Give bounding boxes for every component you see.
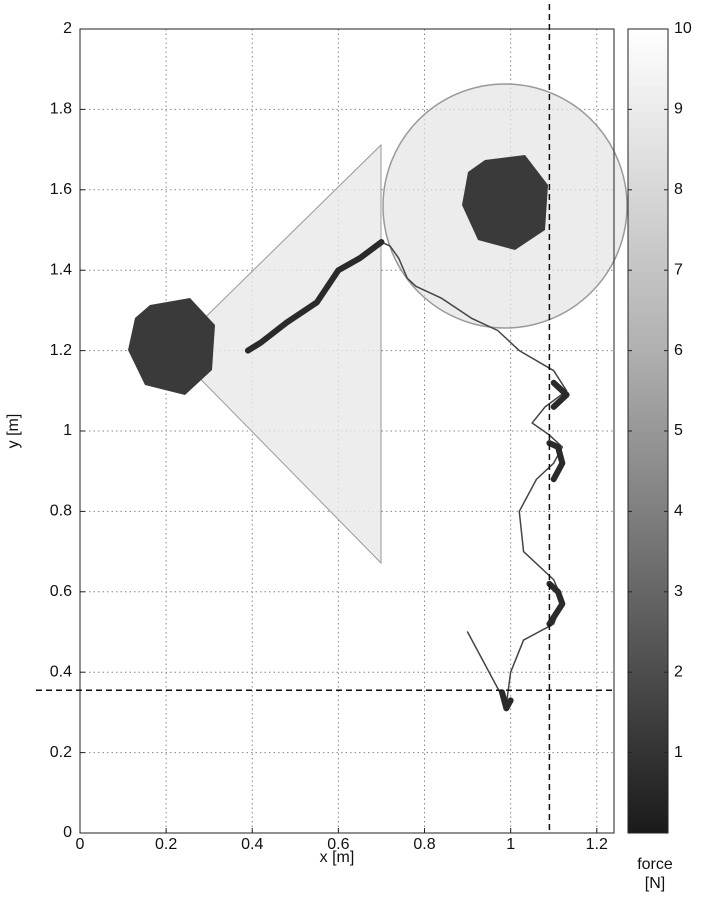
x-tick-label: 0.6 xyxy=(327,836,349,853)
colorbar-tick-label: 4 xyxy=(674,503,683,520)
colorbar-tick-label: 5 xyxy=(674,422,683,439)
plot xyxy=(244,239,570,712)
robot-image xyxy=(128,298,215,395)
y-tick-label: 1.4 xyxy=(50,261,72,278)
field-of-view xyxy=(171,143,382,565)
y-tick-label: 2 xyxy=(63,20,72,37)
x-tick-label: 1 xyxy=(506,836,515,853)
y-tick-label: 0.2 xyxy=(50,744,72,761)
y-tick-label: 1 xyxy=(63,422,72,439)
x-axis-label: x [m] xyxy=(320,849,355,866)
colorbar-tick-label: 6 xyxy=(674,342,683,359)
colorbar-tick-label: 1 xyxy=(674,744,683,761)
y-axis-label: y [m] xyxy=(5,414,22,449)
y-tick-label: 1.8 xyxy=(50,101,72,118)
robot-image xyxy=(462,155,548,250)
colorbar-tick-label: 2 xyxy=(674,663,683,680)
colorbar-tick-label: 7 xyxy=(674,261,683,278)
y-tick-label: 1.6 xyxy=(50,181,72,198)
y-tick-label: 0.6 xyxy=(50,583,72,600)
x-tick-label: 0.4 xyxy=(241,836,263,853)
y-tick-label: 0.4 xyxy=(50,663,72,680)
x-tick-label: 0.2 xyxy=(155,836,177,853)
y-tick-label: 0 xyxy=(63,824,72,841)
colorbar xyxy=(627,28,669,834)
y-tick-label: 0.8 xyxy=(50,503,72,520)
y-tick-label: 1.2 xyxy=(50,342,72,359)
colorbar-tick-label: 3 xyxy=(674,583,683,600)
colorbar-tick-label: 8 xyxy=(674,181,683,198)
colorbar-tick-label: 10 xyxy=(674,20,692,37)
trajectory xyxy=(244,239,570,712)
colorbar-label: force [N] xyxy=(637,856,673,892)
x-tick-label: 0 xyxy=(76,836,85,853)
x-tick-label: 0.8 xyxy=(413,836,435,853)
x-tick-label: 1.2 xyxy=(586,836,608,853)
colorbar-tick-label: 9 xyxy=(674,101,683,118)
